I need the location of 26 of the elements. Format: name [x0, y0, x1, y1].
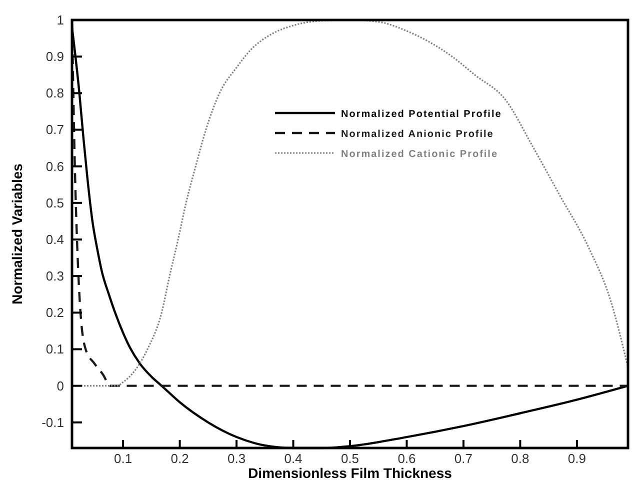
- text: Normalized Cationic Profile: [341, 149, 498, 160]
- y-tick-label: 0.6: [46, 158, 64, 174]
- y-tick-label: 0.4: [46, 232, 64, 247]
- y-tick-label: 0.5: [46, 195, 64, 210]
- text: Normalized Potential Profile: [341, 109, 502, 120]
- x-tick-label: 0.8: [511, 451, 530, 466]
- y-tick-label: 0.9: [46, 49, 64, 64]
- y-tick-label: 0.8: [46, 86, 64, 101]
- x-tick-label: 0.6: [398, 451, 416, 466]
- x-tick-label: 0.5: [340, 451, 360, 466]
- x-tick-label: 0.9: [568, 451, 586, 466]
- y-tick-label: 0.2: [46, 305, 64, 320]
- y-tick-label: 0: [56, 378, 64, 394]
- y-tick-label: 0.1: [46, 342, 64, 357]
- y-axis-title: Normalized Variables: [9, 163, 25, 304]
- y-tick-label: 1: [56, 12, 64, 28]
- x-tick-label: 0.4: [284, 451, 302, 466]
- y-tick-label: 0.7: [46, 122, 64, 138]
- x-tick-label: 0.2: [170, 451, 189, 466]
- x-tick-label: 0.1: [114, 451, 132, 466]
- y-tick-label: -0.1: [42, 414, 64, 430]
- y-tick-label: 0.3: [46, 268, 64, 284]
- x-tick-label: 0.7: [454, 451, 473, 466]
- text: Normalized Anionic Profile: [341, 129, 494, 140]
- x-tick-label: 0.3: [227, 451, 246, 466]
- x-axis-title: Dimensionless Film Thickness: [248, 465, 452, 481]
